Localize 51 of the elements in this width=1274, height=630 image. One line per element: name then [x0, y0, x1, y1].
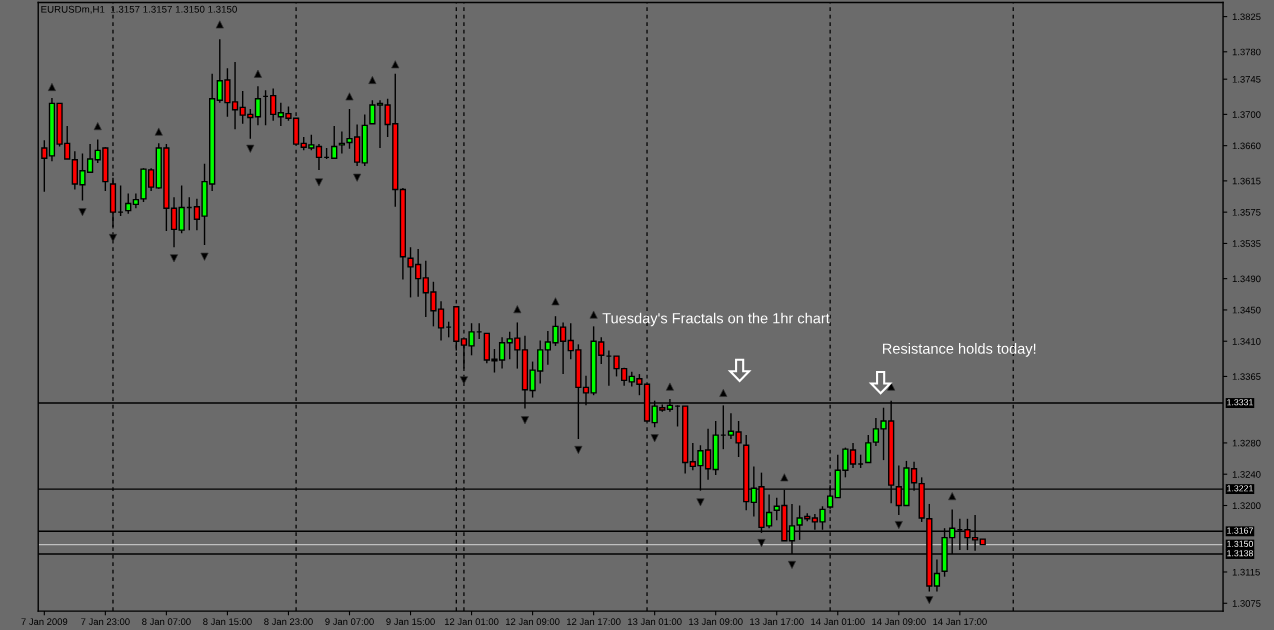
y-tick-label: 1.3490 [1232, 275, 1261, 283]
y-tick-label: 1.3535 [1232, 240, 1261, 247]
ref-line-label: 1.3150 [1227, 540, 1254, 547]
x-tick-label: 14 Jan 09:00 [872, 618, 926, 625]
y-tick-label: 1.3745 [1232, 76, 1261, 83]
y-tick-label: 1.3365 [1232, 373, 1261, 380]
x-tick-label: 8 Jan 07:00 [142, 618, 191, 625]
y-tick-label: 1.3410 [1232, 338, 1261, 345]
y-tick-label: 1.3240 [1232, 471, 1261, 478]
x-tick-label: 12 Jan 01:00 [444, 618, 499, 625]
x-tick-label: 9 Jan 15:00 [386, 618, 435, 625]
x-tick-label: 12 Jan 09:00 [506, 618, 560, 625]
ref-line-label: 1.3138 [1227, 550, 1253, 557]
y-tick-label: 1.3280 [1232, 439, 1261, 447]
y-tick-label: 1.3615 [1232, 177, 1261, 185]
candlestick [254, 85, 262, 127]
x-tick-label: 13 Jan 09:00 [689, 618, 743, 625]
y-tick-label: 1.3200 [1232, 502, 1261, 510]
x-tick-label: 8 Jan 23:00 [264, 618, 313, 625]
y-tick-label: 1.3115 [1232, 568, 1260, 576]
x-tick-label: 7 Jan 2009 [21, 618, 68, 625]
x-tick-label: 8 Jan 15:00 [203, 618, 252, 625]
candlestick [338, 130, 345, 155]
x-tick-label: 14 Jan 01:00 [811, 618, 865, 625]
x-tick-label: 14 Jan 17:00 [933, 618, 987, 625]
candlestick [125, 192, 132, 215]
annotation: Tuesday's Fractals on the 1hr chart [602, 312, 830, 327]
candlestick [933, 558, 941, 593]
ref-line-label: 1.3331 [1227, 399, 1253, 406]
y-tick-label: 1.3780 [1232, 48, 1261, 56]
annotation: Resistance holds today! [883, 343, 1036, 357]
y-tick-label: 1.3660 [1232, 142, 1261, 150]
x-tick-label: 13 Jan 01:00 [628, 618, 682, 625]
x-tick-label: 7 Jan 23:00 [81, 618, 130, 625]
x-tick-label: 12 Jan 17:00 [567, 618, 621, 625]
x-tick-label: 9 Jan 07:00 [325, 618, 374, 625]
candlestick [270, 87, 277, 122]
candlestick [331, 125, 338, 160]
candlestick [865, 434, 872, 464]
ref-line-label: 1.3167 [1227, 527, 1253, 534]
y-tick-label: 1.3075 [1232, 600, 1261, 607]
y-tick-label: 1.3575 [1232, 208, 1261, 216]
candlestick [315, 143, 323, 171]
ref-line-label: 1.3221 [1227, 485, 1253, 492]
x-tick-label: 13 Jan 17:00 [750, 618, 804, 625]
y-tick-label: 1.3450 [1232, 306, 1261, 314]
y-tick-label: 1.3825 [1232, 13, 1261, 21]
candlestick [41, 139, 48, 193]
y-tick-label: 1.3700 [1232, 111, 1261, 118]
chart-title: EURUSDm,H1 1.3157 1.3157 1.3150 1.3150 [41, 5, 237, 14]
candlestick [178, 184, 185, 234]
